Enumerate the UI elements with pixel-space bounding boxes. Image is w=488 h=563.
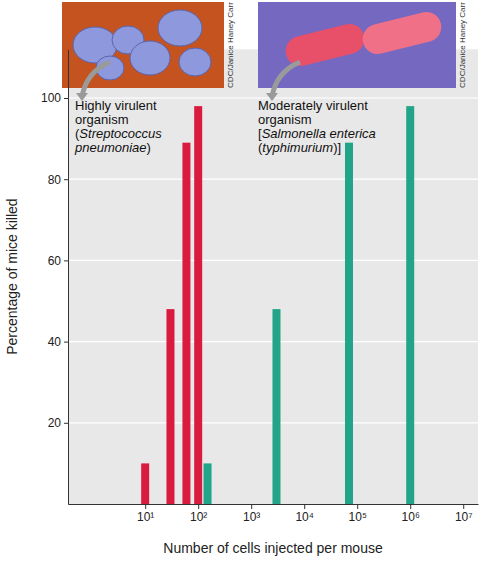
x-tick-label: 10⁴: [295, 510, 314, 524]
arrow: [272, 62, 300, 97]
label-part: typhimurium: [262, 140, 333, 155]
y-tick-label: 100: [41, 91, 61, 105]
bar: [204, 463, 212, 504]
label-part: Highly: [75, 98, 112, 113]
y-tick-label: 80: [48, 173, 62, 187]
label-part: )]: [333, 140, 341, 155]
label-part: ): [147, 140, 151, 155]
y-tick-label: 60: [48, 254, 62, 268]
y-tick-mark: [64, 260, 68, 261]
y-axis-title: Percentage of mice killed: [4, 198, 20, 354]
x-tick-mark: [463, 504, 464, 509]
label-part: virulent: [326, 98, 368, 113]
bar: [166, 309, 174, 504]
arrow: [82, 62, 110, 97]
label-line: Moderately virulent: [258, 98, 368, 113]
y-tick-mark: [64, 342, 68, 343]
label-line: [Salmonella enterica: [258, 126, 376, 141]
bar: [141, 463, 149, 504]
x-tick-mark: [145, 504, 146, 509]
photo: [258, 2, 456, 88]
x-tick-label: 10⁵: [349, 510, 367, 524]
label-part: organism: [75, 112, 128, 127]
x-tick: 10⁷: [455, 504, 473, 524]
photo-detail: [360, 9, 445, 57]
x-tick-mark: [304, 504, 305, 509]
y-tick-mark: [64, 98, 68, 99]
bar: [182, 143, 190, 504]
label-part: pneumoniae: [74, 140, 147, 155]
bars: [141, 106, 414, 504]
label-line: pneumoniae): [74, 140, 151, 155]
label-part: enterica: [330, 126, 376, 141]
y-axis: 20 40 60 80 100: [41, 50, 69, 505]
bar: [194, 106, 202, 504]
label-line: organism: [75, 112, 128, 127]
label-line: organism: [258, 112, 311, 127]
x-tick-mark: [198, 504, 199, 509]
photo: [62, 2, 224, 88]
x-tick-mark: [410, 504, 411, 509]
grid-line: [68, 179, 478, 180]
chart: CDC/Janice Haney Carr CDC/Janice Haney Ca…: [0, 0, 488, 563]
y-tick-mark: [64, 179, 68, 180]
label-part: Moderately: [258, 98, 323, 113]
label-part: organism: [258, 112, 311, 127]
bar: [406, 106, 414, 504]
y-tick: 40: [48, 335, 68, 349]
x-tick-label: 10⁷: [455, 510, 473, 524]
x-tick-mark: [357, 504, 358, 509]
x-tick-label: 10³: [243, 510, 260, 524]
label-line: (typhimurium)]: [258, 140, 341, 155]
label-line: Highly virulent: [75, 98, 157, 113]
label-part: Salmonella: [262, 126, 326, 141]
y-tick: 100: [41, 91, 68, 105]
bar: [272, 309, 280, 504]
plot-background: [68, 49, 478, 504]
label-part: Streptococcus: [79, 126, 162, 141]
y-tick-label: 20: [48, 416, 62, 430]
photos: [62, 2, 456, 88]
bar: [345, 143, 353, 504]
x-tick-label: 10²: [190, 510, 207, 524]
x-axis: 10¹ 10² 10³ 10⁴ 10⁵ 10⁶ 10⁷: [69, 504, 479, 524]
x-tick: 10³: [243, 504, 260, 524]
label-line: (Streptococcus: [75, 126, 162, 141]
y-tick: 80: [48, 173, 68, 187]
x-tick-label: 10¹: [137, 510, 154, 524]
y-tick: 20: [48, 416, 68, 430]
label-part: virulent: [115, 98, 157, 113]
x-tick: 10⁶: [402, 504, 420, 524]
photo-detail: [158, 10, 202, 46]
x-tick: 10⁴: [295, 504, 314, 524]
image-credit: CDC/Janice Haney Carr: [226, 2, 235, 88]
photo-detail: [130, 41, 170, 75]
y-tick-label: 40: [48, 335, 62, 349]
x-axis-line: [69, 504, 479, 505]
series-label: Highly virulentorganism(Streptococcuspne…: [74, 98, 162, 155]
y-axis-line: [68, 50, 69, 505]
y-tick-mark: [64, 423, 68, 424]
image-credit: CDC/Janice Haney Carr: [458, 2, 467, 88]
y-tick: 60: [48, 254, 68, 268]
x-tick-mark: [251, 504, 252, 509]
x-axis-title: Number of cells injected per mouse: [163, 540, 383, 556]
x-tick: 10⁵: [349, 504, 367, 524]
grid-line: [68, 260, 478, 261]
x-tick-label: 10⁶: [402, 510, 420, 524]
x-tick: 10²: [190, 504, 207, 524]
series-label: Moderately virulentorganism[Salmonella e…: [258, 98, 376, 155]
photo-detail: [179, 48, 211, 76]
x-tick: 10¹: [137, 504, 154, 524]
